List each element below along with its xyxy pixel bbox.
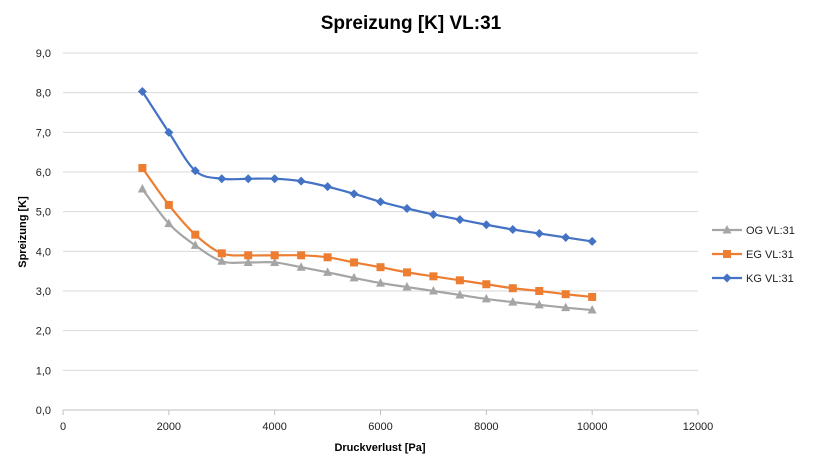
data-point [350, 258, 359, 267]
data-point [164, 200, 173, 209]
data-point [297, 251, 306, 260]
data-point [402, 268, 411, 277]
data-point [402, 203, 412, 213]
x-tick-label: 8000 [474, 421, 498, 433]
data-point [587, 305, 597, 314]
series-line [141, 90, 593, 243]
y-tick-label: 0,0 [36, 405, 51, 417]
data-point [296, 176, 306, 186]
y-tick-label: 9,0 [36, 48, 51, 60]
x-tick-label: 2000 [157, 421, 181, 433]
legend-entry: EG VL:31 [712, 249, 794, 261]
data-point [190, 240, 200, 249]
legend-marker [722, 273, 732, 283]
y-tick-label: 7,0 [36, 127, 51, 139]
data-point [243, 257, 253, 266]
x-axis-label: Druckverlust [Pa] [334, 442, 425, 454]
data-point [349, 272, 359, 282]
data-point [191, 230, 200, 239]
series-line [141, 188, 593, 312]
legend-label: OG VL:31 [746, 225, 795, 237]
data-point [243, 174, 253, 184]
data-point [561, 290, 570, 299]
legend: OG VL:31 EG VL:31 KG VL:31 [712, 225, 795, 285]
data-point [508, 225, 518, 235]
data-point [428, 209, 438, 219]
data-point [270, 257, 280, 266]
data-point [217, 249, 226, 258]
legend-label: EG VL:31 [746, 249, 794, 261]
data-point [481, 293, 491, 303]
series-2 [137, 86, 597, 246]
data-point [508, 297, 518, 306]
data-point [455, 289, 465, 299]
data-point [376, 263, 385, 272]
x-tick-label: 10000 [577, 421, 608, 433]
series-1 [138, 164, 597, 301]
x-tick-label: 6000 [368, 421, 392, 433]
y-tick-label: 3,0 [36, 286, 51, 298]
y-axis-label: Spreizung [K] [17, 196, 29, 268]
data-point [535, 287, 544, 295]
data-point [428, 286, 438, 295]
data-point [323, 182, 333, 192]
data-point [376, 278, 385, 287]
chart-title: Spreizung [K] VL:31 [321, 13, 502, 34]
y-tick-label: 1,0 [36, 365, 51, 377]
data-point [164, 218, 174, 228]
y-tick-label: 5,0 [36, 207, 51, 219]
data-point [138, 164, 147, 173]
data-point [270, 174, 280, 184]
y-tick-label: 4,0 [36, 246, 51, 258]
y-tick-label: 2,0 [36, 326, 51, 338]
y-tick-label: 6,0 [36, 167, 51, 179]
data-point [455, 276, 464, 285]
data-point [190, 166, 200, 176]
data-point [481, 220, 491, 230]
series-line [141, 167, 593, 299]
data-point [482, 280, 491, 289]
legend-entry: KG VL:31 [712, 273, 794, 285]
x-tick-label: 4000 [262, 421, 286, 433]
grid [63, 52, 698, 411]
x-tick-label: 12000 [683, 421, 714, 433]
data-point [561, 302, 571, 312]
legend-label: KG VL:31 [746, 273, 794, 285]
data-point [588, 292, 597, 301]
data-point [244, 251, 253, 260]
data-point [296, 262, 306, 271]
data-point [429, 272, 438, 281]
data-point [164, 127, 174, 137]
data-point [137, 86, 147, 96]
data-point [376, 197, 385, 207]
data-point [217, 174, 227, 184]
series [137, 86, 597, 314]
data-point [349, 189, 359, 199]
legend-entry: OG VL:31 [712, 225, 795, 237]
data-point [561, 232, 571, 242]
data-point [270, 251, 279, 260]
data-point [455, 215, 465, 225]
data-point [323, 253, 332, 262]
axes: 0,0 1,0 2,0 3,0 4,0 5,0 6,0 7,0 8,0 9,0 0 2000 4000 6… [36, 48, 714, 433]
y-tick-label: 8,0 [36, 88, 51, 100]
series-0 [137, 184, 597, 314]
data-point [323, 267, 333, 276]
data-point [217, 256, 227, 265]
data-point [402, 282, 412, 291]
data-point [534, 228, 544, 238]
data-point [587, 236, 597, 246]
x-tick-label: 0 [60, 421, 66, 433]
legend-marker [722, 225, 732, 234]
data-point [137, 184, 147, 193]
data-point [508, 284, 517, 293]
legend-marker [723, 250, 731, 258]
data-point [534, 299, 544, 309]
